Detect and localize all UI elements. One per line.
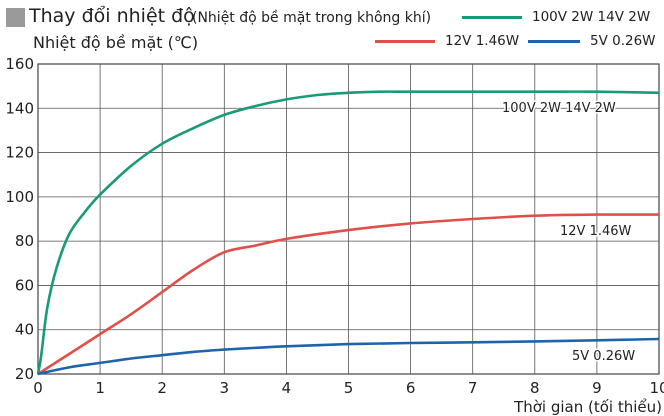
legend-swatch (375, 39, 435, 43)
series-annotation-2: 5V 0.26W (572, 349, 635, 364)
x-axis-label: Thời gian (tối thiểu) (514, 398, 662, 416)
series-line-0 (36, 90, 660, 375)
x-tick-label: 10 (649, 379, 664, 397)
y-axis-label: Nhiệt độ bề mặt (℃) (33, 33, 199, 52)
y-tick-label: 160 (5, 55, 34, 73)
x-tick-label: 9 (592, 379, 602, 397)
x-tick-label: 0 (33, 379, 43, 397)
legend-label: 5V 0.26W (590, 33, 656, 49)
chart-title: Thay đổi nhiệt độ (29, 5, 195, 27)
legend-item-12v-1-46w: 12V 1.46W (375, 33, 519, 49)
chart-subtitle: (Nhiệt độ bề mặt trong không khí) (192, 10, 432, 26)
x-tick-label: 2 (157, 379, 167, 397)
y-tick-label: 100 (5, 188, 34, 206)
x-tick-label: 7 (468, 379, 478, 397)
x-tick-label: 6 (406, 379, 416, 397)
series-annotation-0: 100V 2W 14V 2W (502, 101, 616, 116)
y-tick-label: 20 (15, 365, 34, 383)
x-tick-label: 3 (220, 379, 230, 397)
legend-item-100v-2w: 100V 2W 14V 2W (462, 9, 650, 25)
y-tick-label: 60 (15, 276, 34, 294)
title-marker (6, 8, 25, 27)
legend-swatch (528, 39, 580, 43)
y-tick-label: 80 (15, 232, 34, 250)
y-tick-label: 140 (5, 99, 34, 117)
legend-item-5v-0-26w: 5V 0.26W (528, 33, 656, 49)
series-line-2 (37, 337, 660, 376)
x-tick-label: 4 (282, 379, 292, 397)
series-annotation-1: 12V 1.46W (560, 224, 632, 239)
x-tick-label: 1 (95, 379, 105, 397)
legend-swatch (462, 15, 522, 19)
x-tick-label: 8 (530, 379, 540, 397)
y-tick-label: 120 (5, 144, 34, 162)
x-tick-label: 5 (344, 379, 354, 397)
series-line-1 (37, 213, 660, 376)
legend-label: 100V 2W 14V 2W (532, 9, 651, 25)
y-tick-label: 40 (15, 321, 34, 339)
legend-label: 12V 1.46W (445, 33, 520, 49)
